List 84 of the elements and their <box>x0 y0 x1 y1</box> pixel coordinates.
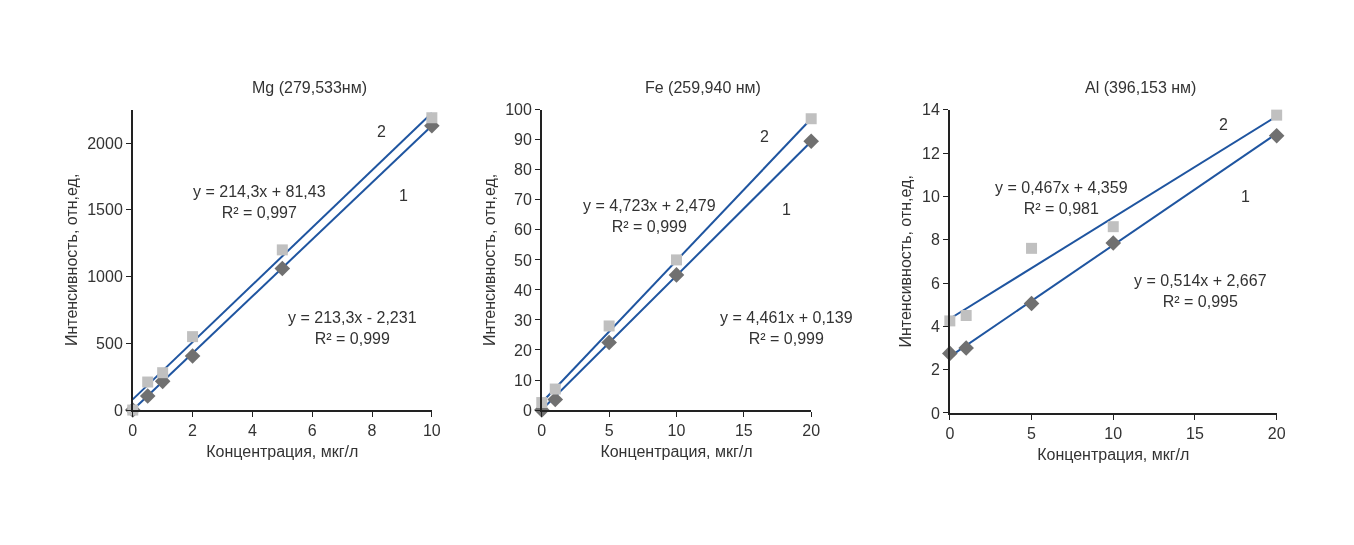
x-tick-label: 10 <box>1104 424 1123 442</box>
y-tick-label: 30 <box>514 311 532 329</box>
y-tick-label: 2 <box>930 361 940 379</box>
annotation: y = 4,723x + 2,479 R² = 0,999 <box>583 197 716 235</box>
y-tick-label: 2000 <box>87 134 123 152</box>
chart-title: Fe (259,940 нм) <box>645 79 761 96</box>
x-tick-label: 5 <box>604 422 614 440</box>
point <box>426 112 438 124</box>
x-tick-label: 6 <box>307 422 317 440</box>
annotation: y = 0,467x + 4,359 R² = 0,981 <box>995 179 1128 217</box>
y-tick-label: 70 <box>514 191 532 209</box>
x-axis-title: Концентрация, мкг/л <box>600 443 753 461</box>
point <box>803 133 819 150</box>
y-tick-label: 8 <box>930 231 940 249</box>
y-tick-label: 100 <box>505 101 532 119</box>
series-label: 2 <box>377 123 386 140</box>
point <box>276 244 288 256</box>
y-tick-label: 0 <box>930 404 940 422</box>
point <box>805 113 817 125</box>
y-axis-title: Интенсивность, отн,ед, <box>897 175 915 348</box>
x-tick-label: 0 <box>945 424 955 442</box>
y-tick-label: 0 <box>113 401 123 419</box>
y-tick-label: 500 <box>96 334 123 352</box>
x-tick-label: 10 <box>422 422 441 440</box>
series-label: 1 <box>1241 188 1250 205</box>
y-tick-label: 40 <box>514 281 532 299</box>
point <box>670 254 682 266</box>
y-tick-label: 10 <box>514 371 532 389</box>
x-tick-label: 10 <box>667 422 686 440</box>
x-axis-title: Концентрация, мкг/л <box>1037 446 1190 464</box>
annotation: y = 213,3x - 2,231 R² = 0,999 <box>288 309 417 347</box>
chart-title: Mg (279,533нм) <box>252 79 367 96</box>
y-tick-label: 90 <box>514 131 532 149</box>
annotation: y = 214,3x + 81,43 R² = 0,997 <box>193 183 326 221</box>
y-tick-label: 1500 <box>87 201 123 219</box>
x-tick-label: 0 <box>537 422 547 440</box>
point <box>274 260 291 277</box>
x-tick-label: 4 <box>247 422 257 440</box>
y-tick-label: 1000 <box>87 268 123 286</box>
x-tick-label: 2 <box>188 422 198 440</box>
point <box>1026 242 1038 254</box>
y-tick-label: 14 <box>922 101 940 119</box>
annotation: y = 4,461x + 0,139 R² = 0,999 <box>720 309 853 347</box>
point <box>142 376 154 388</box>
point <box>139 388 156 404</box>
y-tick-label: 10 <box>922 187 940 205</box>
x-axis-title: Концентрация, мкг/л <box>206 443 359 461</box>
point <box>601 334 617 351</box>
series-label: 1 <box>782 201 791 218</box>
point <box>958 340 974 356</box>
point <box>549 383 561 395</box>
y-tick-label: 80 <box>514 161 532 179</box>
y-axis-title: Интенсивность, отн,ед, <box>62 173 80 347</box>
x-tick-label: 15 <box>734 422 753 440</box>
y-tick-label: 4 <box>930 317 940 335</box>
point <box>668 267 685 283</box>
x-tick-label: 15 <box>1186 424 1204 442</box>
x-tick-label: 20 <box>1267 424 1286 442</box>
annotation: y = 0,514x + 2,667 R² = 0,995 <box>1134 272 1267 310</box>
x-tick-label: 0 <box>128 422 138 440</box>
y-tick-label: 12 <box>922 144 940 162</box>
chart-title: Al (396,153 нм) <box>1085 79 1197 96</box>
point <box>184 348 201 364</box>
x-tick-label: 5 <box>1027 424 1037 442</box>
y-tick-label: 0 <box>522 401 532 419</box>
point <box>1268 127 1285 144</box>
point <box>960 309 972 321</box>
point <box>1107 221 1119 233</box>
y-tick-label: 60 <box>514 221 532 239</box>
x-tick-label: 8 <box>367 422 377 440</box>
point <box>1271 109 1283 121</box>
point <box>1023 295 1040 312</box>
series-label: 2 <box>1219 116 1228 133</box>
series-label: 1 <box>399 187 408 204</box>
point <box>603 320 615 332</box>
y-tick-label: 6 <box>930 274 940 292</box>
y-axis-title: Интенсивность, отн,ед, <box>480 173 498 347</box>
y-tick-label: 20 <box>514 341 532 359</box>
y-tick-label: 50 <box>514 251 532 269</box>
point <box>1105 235 1122 251</box>
point <box>157 367 169 379</box>
x-tick-label: 20 <box>802 422 821 440</box>
point <box>187 331 199 343</box>
series-label: 2 <box>760 128 769 145</box>
